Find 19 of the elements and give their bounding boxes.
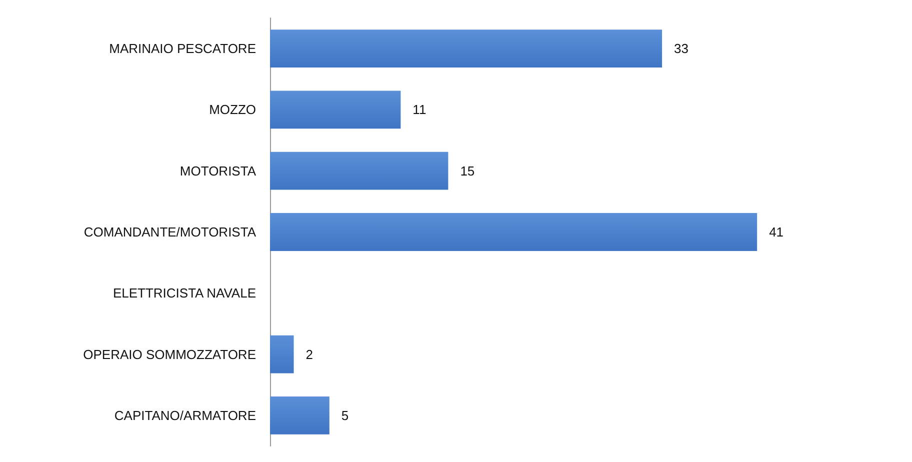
data-label: 33 [674, 41, 689, 56]
bar [270, 335, 294, 374]
bar [270, 396, 330, 434]
y-tick-label: MARINAIO PESCATORE [109, 41, 256, 56]
bar [270, 30, 662, 68]
y-tick-label: COMANDANTE/MOTORISTA [84, 224, 256, 240]
y-tick-label: MOTORISTA [180, 163, 256, 178]
bar [270, 90, 401, 129]
data-label: 11 [412, 102, 426, 118]
y-tick-label: MOZZO [209, 102, 256, 118]
bar [270, 152, 448, 190]
data-label: 15 [460, 163, 475, 178]
y-tick-label: ELETTRICISTA NAVALE [112, 286, 256, 301]
bar [270, 213, 758, 251]
data-label: 2 [306, 346, 313, 362]
data-label: 41 [769, 224, 784, 240]
y-tick-label: CAPITANO/ARMATORE [114, 408, 256, 423]
data-label: 5 [341, 408, 349, 423]
y-tick-label: OPERAIO SOMMOZZATORE [83, 346, 256, 362]
